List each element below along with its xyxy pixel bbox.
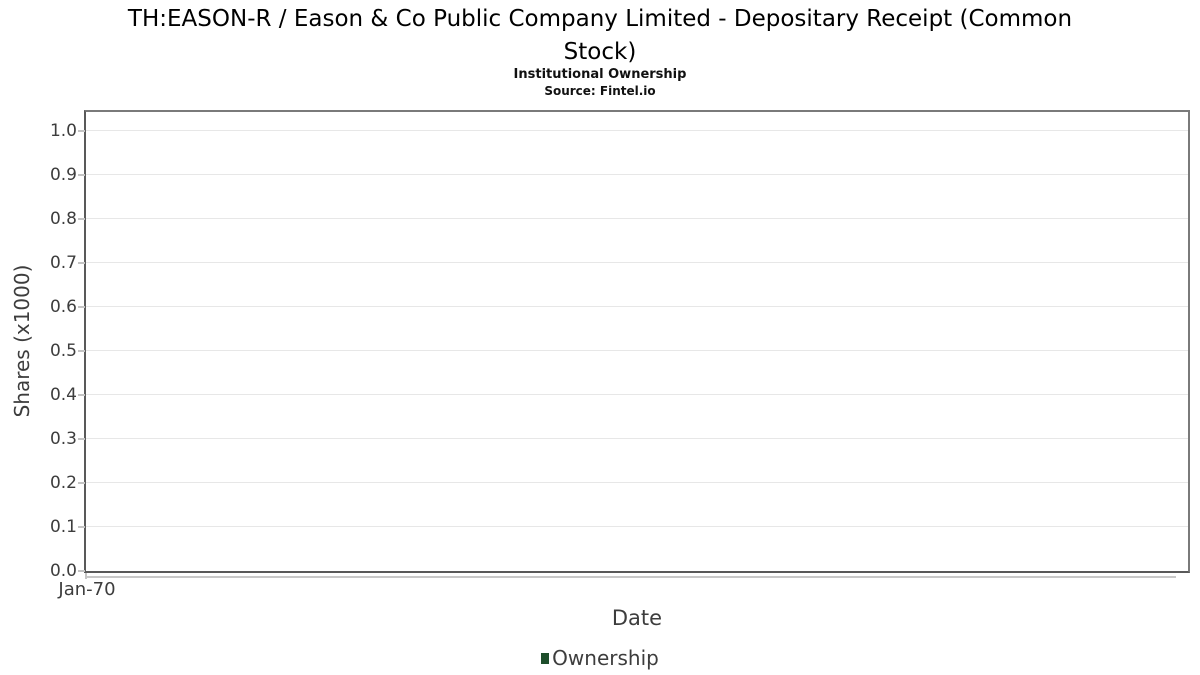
y-tick-mark xyxy=(78,394,85,396)
x-tick-mark xyxy=(85,573,87,579)
plot-area xyxy=(84,110,1190,573)
y-tick-mark xyxy=(78,350,85,352)
y-tick-label: 0.7 xyxy=(49,253,77,273)
legend: Ownership xyxy=(0,646,1200,670)
y-tick-mark xyxy=(78,174,85,176)
chart-title-line-2: Stock) xyxy=(563,39,637,65)
gridline xyxy=(86,262,1188,263)
y-tick-mark xyxy=(78,526,85,528)
gridline xyxy=(86,482,1188,483)
y-tick-label: 0.2 xyxy=(49,473,77,493)
y-tick-label: 0.0 xyxy=(49,561,77,581)
y-tick-label: 0.4 xyxy=(49,385,77,405)
x-axis-title: Date xyxy=(611,606,663,630)
y-tick-mark xyxy=(78,482,85,484)
y-tick-mark xyxy=(78,218,85,220)
y-tick-label: 1.0 xyxy=(49,121,77,141)
x-axis-line xyxy=(86,576,1176,578)
y-tick-label: 0.8 xyxy=(49,209,77,229)
chart-source: Source: Fintel.io xyxy=(544,84,656,98)
gridline xyxy=(86,394,1188,395)
gridline xyxy=(86,306,1188,307)
gridline xyxy=(86,174,1188,175)
y-tick-label: 0.5 xyxy=(49,341,77,361)
y-tick-mark xyxy=(78,306,85,308)
y-tick-label: 0.6 xyxy=(49,297,77,317)
chart-subtitle: Institutional Ownership xyxy=(513,67,687,82)
chart-title-line-1: TH:EASON-R / Eason & Co Public Company L… xyxy=(127,6,1073,32)
y-axis-title: Shares (x1000) xyxy=(10,264,34,418)
y-tick-label: 0.1 xyxy=(49,517,77,537)
legend-label-ownership: Ownership xyxy=(552,646,659,670)
gridline xyxy=(86,350,1188,351)
y-tick-mark xyxy=(78,262,85,264)
legend-marker-ownership-icon xyxy=(541,652,550,664)
chart-title: TH:EASON-R / Eason & Co Public Company L… xyxy=(0,3,1200,69)
y-tick-mark xyxy=(78,130,85,132)
y-tick-mark xyxy=(78,570,85,572)
gridline xyxy=(86,438,1188,439)
gridline xyxy=(86,526,1188,527)
y-tick-mark xyxy=(78,438,85,440)
y-tick-label: 0.9 xyxy=(49,165,77,185)
gridline xyxy=(86,130,1188,131)
y-tick-label: 0.3 xyxy=(49,429,77,449)
gridline xyxy=(86,218,1188,219)
x-tick-label: Jan-70 xyxy=(58,579,116,600)
